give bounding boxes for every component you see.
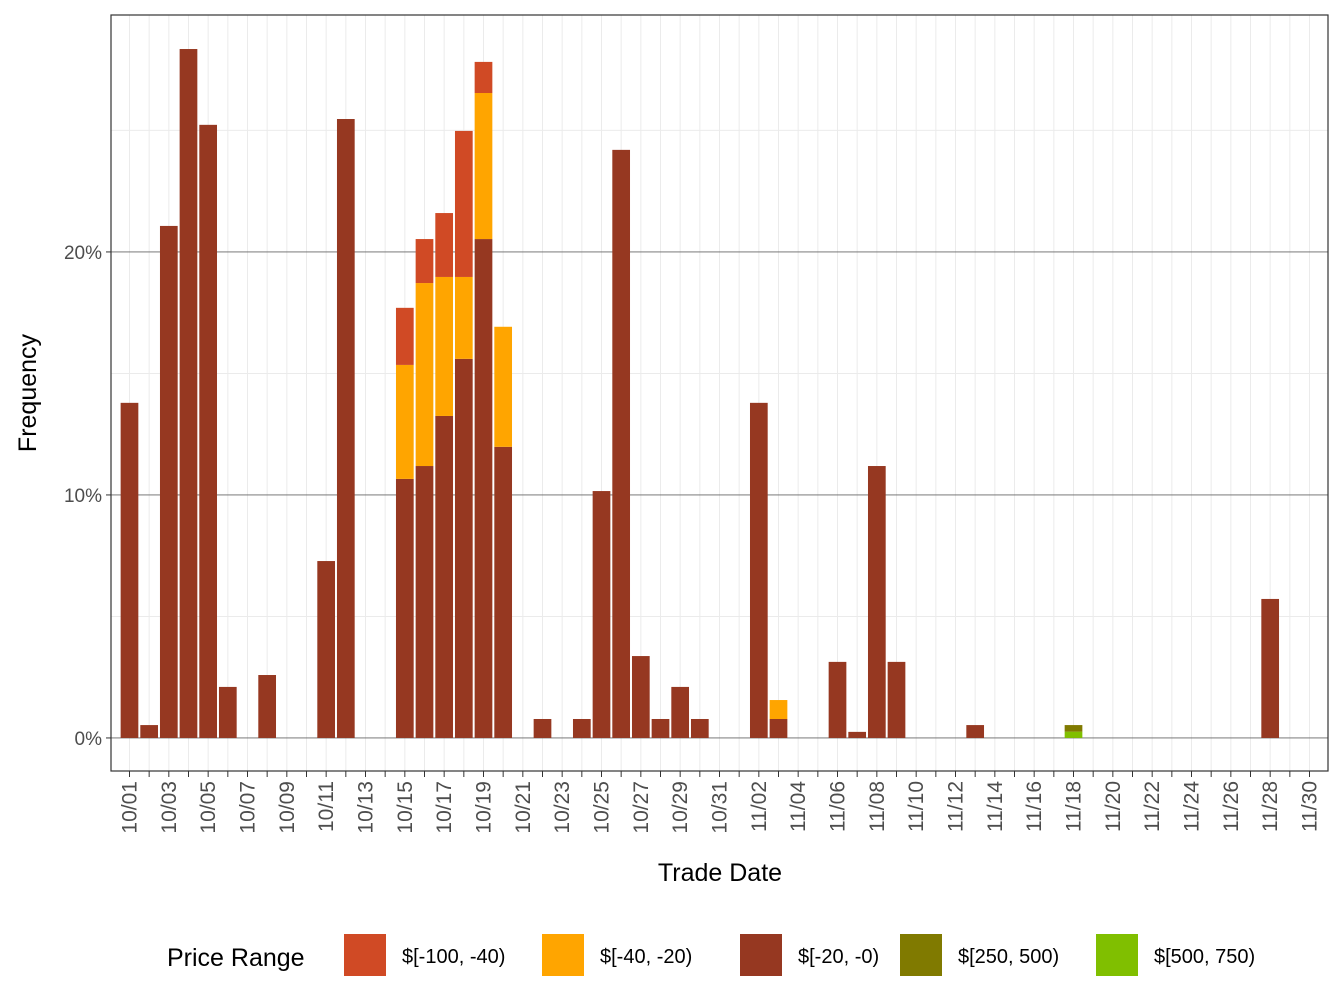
x-tick-label: 10/17 (433, 781, 456, 834)
bar-segment (592, 491, 611, 738)
bar-segment (199, 124, 218, 738)
bar-segment (218, 686, 237, 738)
bar-segment (120, 402, 139, 738)
x-tick-label: 11/24 (1181, 781, 1204, 832)
legend-key (900, 934, 942, 976)
bar-segment (867, 466, 886, 738)
legend-label: $[250, 500) (958, 946, 1059, 968)
x-tick-label: 10/25 (590, 781, 613, 834)
x-tick-label: 10/21 (512, 781, 535, 834)
x-tick-label: 11/06 (827, 781, 850, 832)
x-tick-label: 11/18 (1063, 781, 1086, 832)
bar-segment (395, 307, 414, 365)
bar-segment (828, 661, 847, 738)
bar-segment (179, 49, 198, 738)
x-tick-label: 10/03 (158, 781, 181, 834)
x-tick-label: 10/31 (709, 781, 732, 834)
plot-border (110, 14, 1329, 772)
x-tick-label: 10/09 (276, 781, 299, 834)
x-tick-label: 11/16 (1023, 781, 1046, 832)
bar-segment (454, 358, 473, 738)
bar-segment (1064, 731, 1083, 738)
x-tick-label: 10/23 (551, 781, 574, 834)
bar-segment (848, 731, 867, 738)
bar-segment (415, 239, 434, 284)
bar-segment (651, 718, 670, 738)
x-tick-label: 11/14 (984, 781, 1007, 832)
bar-segment (395, 364, 414, 479)
y-tick-label: 0% (75, 729, 103, 750)
legend-label: $[-100, -40) (402, 946, 505, 968)
bar-segment (533, 718, 552, 738)
bar-segment (494, 446, 513, 738)
bar-segment (887, 661, 906, 738)
bar-segment (612, 149, 631, 738)
legend-label: $[-40, -20) (600, 946, 692, 968)
bar-segment (494, 326, 513, 447)
bar-segment (572, 718, 591, 738)
x-tick-label: 11/26 (1220, 781, 1243, 832)
bar-segment (435, 276, 454, 416)
bar-segment (1261, 598, 1280, 738)
x-tick-label: 11/10 (905, 781, 928, 832)
x-tick-label: 10/13 (354, 781, 377, 834)
x-axis-title: Trade Date (658, 859, 782, 887)
y-axis-title: Frequency (14, 333, 42, 452)
legend-label: $[500, 750) (1154, 946, 1255, 968)
x-tick-label: 11/22 (1141, 781, 1164, 832)
x-tick-label: 10/29 (669, 781, 692, 834)
bar-segment (474, 93, 493, 240)
x-tick-label: 11/28 (1259, 781, 1282, 832)
bar-segment (671, 686, 690, 738)
x-tick-label: 11/20 (1102, 781, 1125, 832)
bar-segment (317, 561, 336, 738)
y-tick-label: 20% (64, 243, 102, 264)
bar-segment (769, 700, 788, 719)
legend-title: Price Range (167, 944, 305, 972)
y-tick-label: 10% (64, 486, 102, 507)
bar-segment (454, 276, 473, 359)
legend-key (1096, 934, 1138, 976)
bar-segment (159, 225, 178, 738)
bar-segment (395, 478, 414, 738)
x-tick-label: 11/08 (866, 781, 889, 832)
bar-segment (769, 718, 788, 738)
bar-segment (435, 415, 454, 738)
bar-segment (474, 61, 493, 94)
x-tick-label: 10/19 (472, 781, 495, 834)
legend-label: $[-20, -0) (798, 946, 879, 968)
x-tick-label: 10/01 (118, 781, 141, 834)
legend-key (740, 934, 782, 976)
x-tick-label: 11/12 (945, 781, 968, 832)
bar-segment (258, 675, 277, 738)
bar-segment (474, 239, 493, 738)
bar-segment (415, 466, 434, 738)
x-tick-label: 10/11 (315, 781, 338, 832)
bar-segment (749, 402, 768, 738)
legend-key (542, 934, 584, 976)
x-tick-label: 11/04 (787, 781, 810, 832)
bar-segment (1064, 725, 1083, 732)
bar-segment (631, 656, 650, 738)
x-tick-label: 10/15 (394, 781, 417, 834)
x-tick-label: 10/27 (630, 781, 653, 834)
legend-key (344, 934, 386, 976)
bar-segment (454, 130, 473, 277)
bar-segment (435, 213, 454, 277)
x-tick-label: 11/02 (748, 781, 771, 832)
x-tick-label: 10/07 (236, 781, 259, 834)
bar-segment (690, 718, 709, 738)
x-tick-label: 10/05 (197, 781, 220, 834)
bar-segment (336, 119, 355, 738)
bar-segment (966, 725, 985, 738)
bar-segment (140, 725, 159, 738)
bar-segment (415, 283, 434, 467)
x-tick-label: 11/30 (1299, 781, 1322, 832)
